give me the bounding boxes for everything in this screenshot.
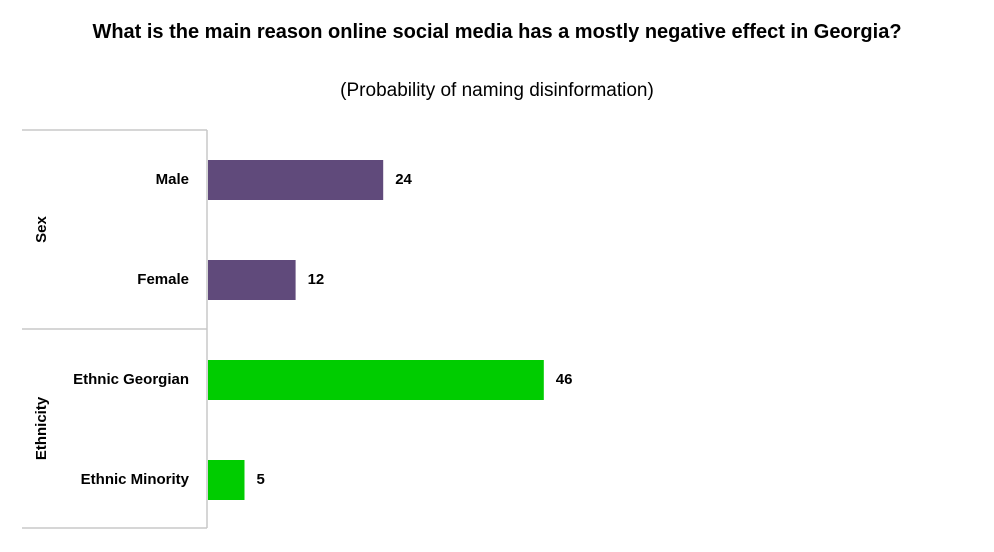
data-label: 24 [395,171,412,188]
group-labels: Sex Ethnicity [33,216,50,461]
axis-frame [22,129,208,529]
data-label: 46 [556,371,573,388]
bar [208,460,245,500]
group-label: Ethnicity [33,396,50,460]
bar [208,260,296,300]
data-label: 5 [257,471,265,488]
bar [208,160,384,200]
data-label: 12 [308,271,325,288]
chart-subtitle: (Probability of naming disinformation) [340,80,654,101]
bars: Male 24 Female 12 Ethnic Georgian 46 Ethnic Mi… [73,160,572,500]
bar [208,360,544,400]
group-label: Sex [33,216,50,243]
category-label: Female [137,271,189,288]
category-label: Ethnic Minority [81,471,190,488]
chart-title: What is the main reason online social me… [92,21,902,43]
category-label: Male [156,171,189,188]
category-label: Ethnic Georgian [73,371,189,388]
